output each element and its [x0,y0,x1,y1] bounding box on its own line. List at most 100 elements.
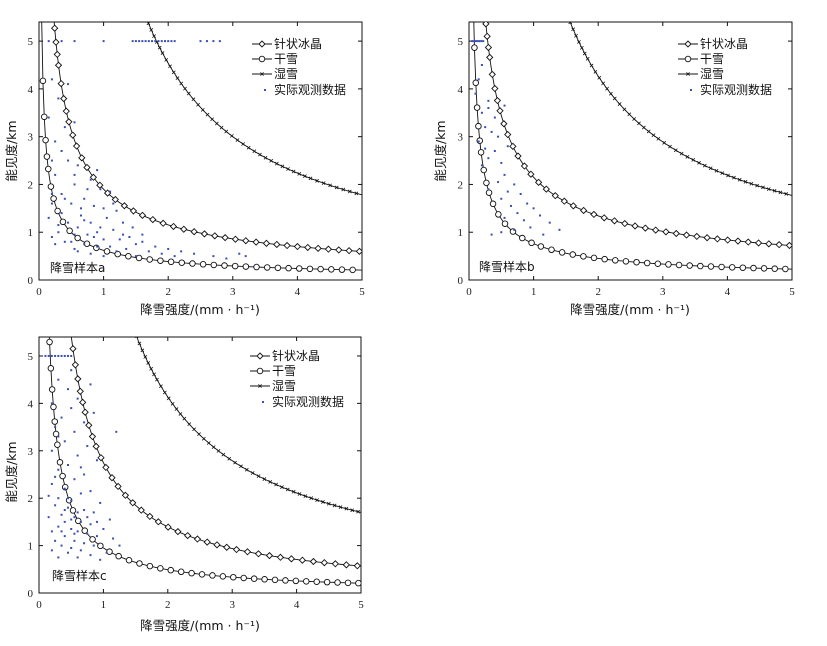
chart-a-data-point-93 [70,240,73,243]
chart-b-marker-1-14 [528,239,535,247]
chart-a-plot-area [39,22,362,274]
chart-b-marker-0-34 [734,237,742,245]
chart-b-marker-1-15 [537,243,545,250]
chart-a-marker-0-15 [111,195,119,204]
chart-a-marker-1-15 [125,252,132,260]
chart-c-data-point-24 [50,449,53,452]
chart-a-marker-2-39 [334,185,339,190]
chart-a-marker-0-23 [190,228,198,236]
chart-b-marker-2-16 [627,112,632,117]
chart-b-marker-0-30 [693,232,701,241]
chart-a-marker-2-30 [280,164,285,169]
chart-c-data-point-49 [57,525,60,528]
chart-c-data-point-72 [86,516,89,519]
chart-c-series-markers-2 [134,337,360,514]
chart-b-marker-1-32 [718,263,725,271]
chart-b-marker-0-0 [482,22,490,28]
chart-a-data-point-23 [67,83,70,86]
chart-c-data-point-69 [76,556,79,559]
chart-b-legend-label-2: 湿雪 [700,66,724,81]
chart-c-marker-1-31 [261,576,268,583]
chart-b-marker-2-10 [601,81,606,86]
chart-b-data-point-24 [506,190,509,193]
chart-a-marker-1-27 [253,263,260,271]
chart-a-marker-2-16 [205,112,210,117]
chart-b-data-point-8 [477,78,480,81]
chart-a-legend-label-1: 干雪 [274,52,298,66]
chart-c-marker-2-16 [192,427,196,432]
chart-c-data-point-4 [57,354,60,357]
chart-b-marker-2-17 [632,117,637,121]
chart-b-data-point-3 [476,40,479,43]
chart-c-data-point-44 [47,516,50,519]
chart-c-marker-0-0 [69,345,77,353]
chart-a-data-point-50 [67,221,70,224]
chart-c-data-point-32 [63,487,66,490]
chart-b-marker-1-33 [728,264,736,271]
chart-c-marker-0-7 [88,432,97,441]
chart-c-marker-2-7 [155,377,159,382]
chart-a-marker-0-9 [72,142,81,150]
chart-c-data-point-64 [79,549,82,552]
chart-a-marker-0-1 [52,38,60,46]
chart-b-marker-2-7 [589,63,594,68]
chart-b-ytick-label-3: 3 [458,132,464,144]
chart-a-marker-2-41 [347,189,352,194]
chart-b-marker-2-41 [766,187,771,192]
chart-b-ytick-label-1: 1 [458,227,464,239]
chart-b-marker-2-43 [778,190,783,195]
chart-a-marker-1-23 [210,261,218,269]
chart-a-marker-2-2 [152,34,156,38]
chart-c-marker-1-22 [167,566,174,574]
chart-b-ytick-label-4: 4 [458,84,464,96]
chart-b-series-observed [471,40,561,236]
chart-b-plot-area [471,22,792,273]
chart-a-data-point-71 [125,247,128,250]
chart-c-marker-2-24 [233,460,237,465]
chart-c-ytick-label-5: 5 [28,351,34,363]
chart-panel-c: 降雪样本c 降雪强度/(mm · h⁻¹) 能见度/km 针状冰晶 干雪 湿雪 … [0,322,400,646]
chart-a-data-point-53 [76,226,79,229]
chart-c-ytick-label-3: 3 [28,446,34,458]
chart-b-marker-1-34 [739,264,747,271]
chart-a-series-line-2 [147,22,362,196]
chart-c-marker-2-18 [201,436,206,441]
chart-a-data-point-10 [151,40,154,43]
chart-b-marker-2-29 [697,160,701,165]
chart-b-data-point-21 [497,181,500,184]
chart-b-marker-2-39 [755,183,760,188]
chart-a-data-point-25 [47,116,50,119]
chart-a-marker-1-2 [42,136,49,144]
chart-a-data-point-70 [73,247,76,250]
chart-a-data-point-87 [63,197,66,200]
chart-c-series-markers-1 [46,338,361,587]
chart-b-data-point-20 [503,173,506,176]
chart-b-marker-1-11 [501,220,509,227]
chart-c-marker-2-4 [146,361,151,365]
chart-c-marker-2-19 [206,441,211,445]
chart-a-marker-0-19 [149,215,157,224]
chart-b-marker-2-33 [720,171,725,176]
chart-c-series-line-2 [136,337,361,513]
chart-a-data-point-57 [73,233,76,236]
chart-a-marker-1-19 [167,258,175,266]
chart-a-data-point-45 [115,209,118,212]
chart-c-marker-2-43 [344,506,349,511]
chart-c-marker-2-39 [321,500,325,504]
chart-b-data-point-14 [490,130,493,133]
chart-a-marker-0-37 [335,246,343,254]
chart-b-marker-0-10 [509,142,517,150]
chart-a-marker-1-4 [45,165,52,173]
chart-c-data-point-6 [63,354,66,357]
chart-b-data-point-45 [497,135,500,138]
chart-c-data-point-60 [83,542,86,545]
chart-a-marker-1-3 [43,153,51,160]
chart-c-marker-0-34 [331,560,340,568]
chart-c-xtick-label-0: 0 [36,599,42,611]
chart-a-data-point-79 [238,252,241,255]
chart-c-data-point-38 [54,504,57,507]
chart-b-ytick-label-5: 5 [458,36,464,48]
chart-a-data-point-56 [57,231,60,234]
chart-b-ytick-label-2: 2 [458,179,464,191]
chart-a-marker-1-25 [231,262,239,270]
